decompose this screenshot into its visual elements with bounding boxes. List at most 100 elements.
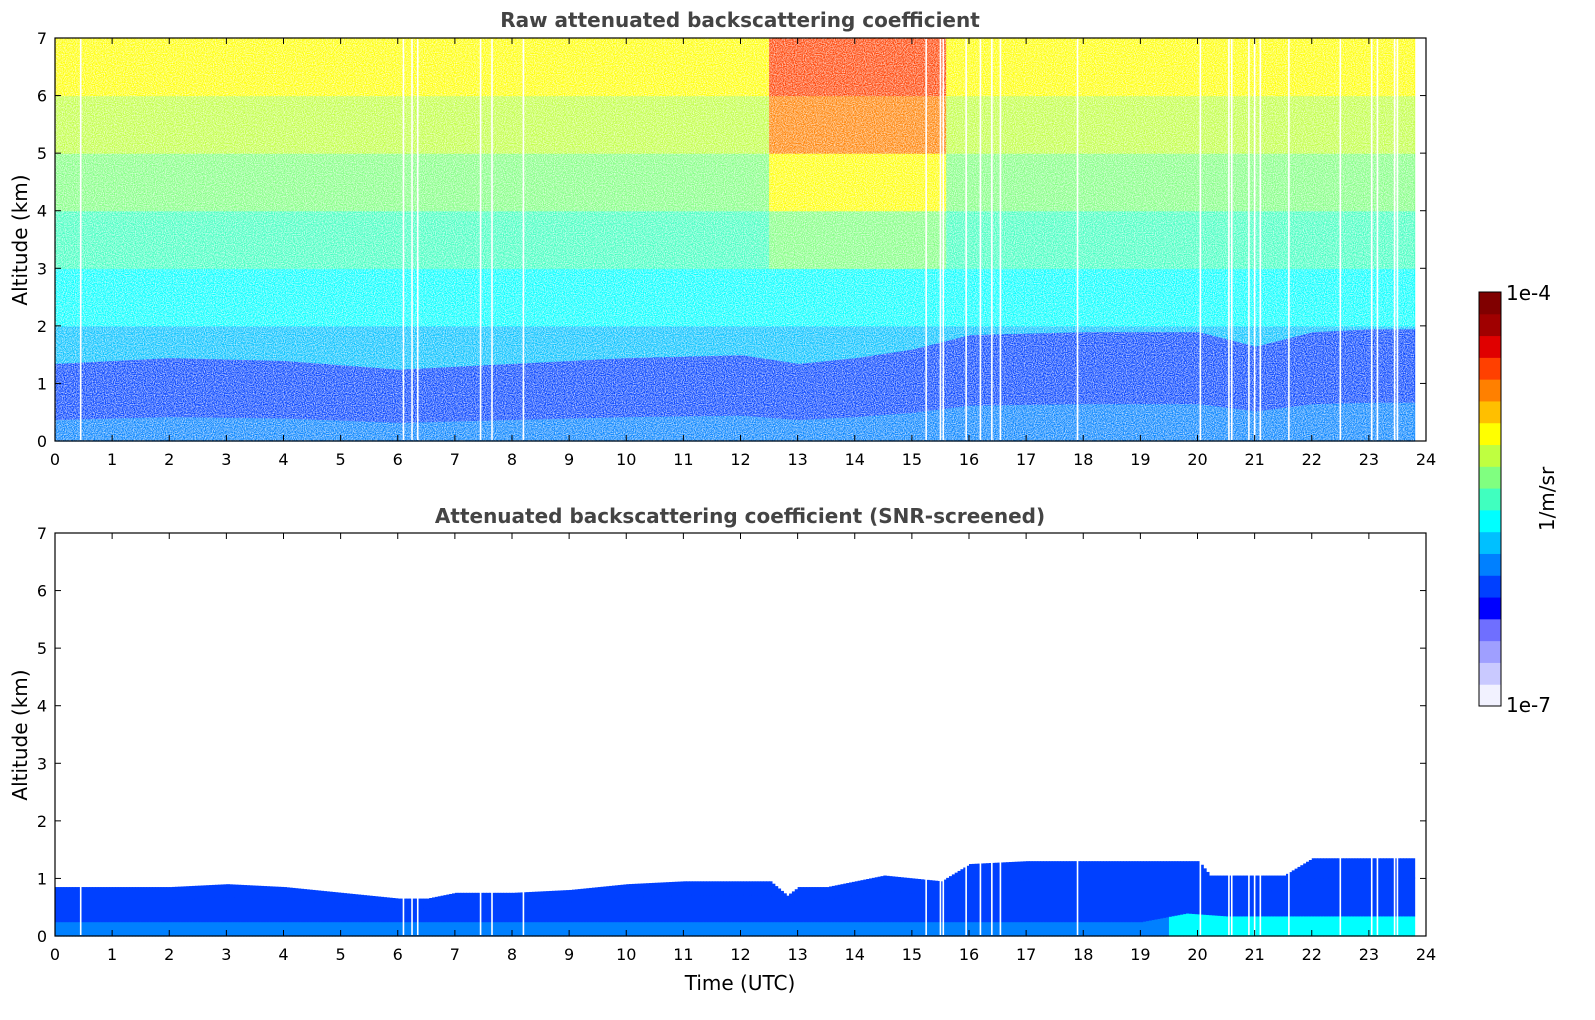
heatmap-cell (160, 887, 165, 900)
heatmap-cell (372, 895, 376, 907)
heatmap-cell (109, 887, 113, 900)
y-tick-label: 1 (37, 374, 47, 393)
heatmap-cell (74, 887, 79, 900)
heatmap-cell (354, 894, 359, 906)
heatmap-cell (232, 897, 236, 923)
heatmap-cell (409, 907, 413, 923)
heatmap-cell (429, 907, 433, 923)
heatmap-cell (72, 921, 76, 937)
heatmap-cell (106, 887, 110, 900)
heatmap-cell (117, 921, 122, 937)
heatmap-cell (174, 886, 179, 900)
heatmap-cell (129, 921, 133, 937)
heatmap-cell (437, 896, 442, 907)
heatmap-cell (417, 898, 422, 909)
heatmap-cell (329, 921, 333, 937)
heatmap-cell (414, 898, 419, 909)
heatmap-cell (134, 887, 139, 900)
heatmap-cell (326, 902, 330, 923)
y-tick-label: 4 (37, 202, 47, 221)
heatmap-cell (252, 898, 256, 923)
heatmap-cell (600, 899, 604, 923)
heatmap-cell (583, 921, 587, 937)
screened-panel-title: Attenuated backscattering coefficient (S… (435, 504, 1045, 528)
heatmap-cell (512, 921, 516, 937)
heatmap-cell (403, 921, 407, 937)
heatmap-cell (326, 921, 330, 937)
heatmap-cell (154, 899, 159, 923)
heatmap-cell (214, 884, 219, 899)
heatmap-cell (400, 898, 405, 909)
heatmap-cell (497, 892, 502, 905)
heatmap-cell (363, 921, 367, 937)
heatmap-cell (220, 897, 225, 923)
heatmap-cell (389, 897, 393, 908)
heatmap-cell (537, 921, 542, 937)
heatmap-cell (292, 887, 296, 901)
heatmap-cell (146, 887, 150, 900)
heatmap-cell (466, 903, 470, 923)
heatmap-cell (257, 921, 262, 937)
heatmap-cell (389, 921, 393, 937)
heatmap-cell (594, 899, 599, 923)
heatmap-cell (86, 921, 90, 937)
heatmap-cell (163, 899, 167, 923)
heatmap-cell (114, 899, 119, 923)
heatmap-cell (183, 886, 187, 900)
heatmap-cell (549, 921, 553, 937)
heatmap-cell (392, 898, 396, 909)
heatmap-cell (403, 907, 407, 923)
heatmap-cell (477, 903, 482, 923)
heatmap-cell (157, 887, 162, 900)
heatmap-cell (334, 921, 339, 937)
heatmap-cell (474, 892, 479, 905)
heatmap-cell (300, 888, 305, 902)
heatmap-cell (229, 921, 233, 937)
heatmap-cell (531, 902, 536, 923)
heatmap-cell (569, 921, 573, 937)
heatmap-cell (214, 921, 219, 937)
heatmap-cell (80, 887, 85, 900)
heatmap-cell (266, 886, 270, 900)
heatmap-cell (492, 921, 496, 937)
x-tick-label: 18 (1073, 450, 1093, 469)
x-tick-label: 14 (845, 450, 865, 469)
heatmap-cell (440, 921, 445, 937)
heatmap-cell (172, 899, 176, 923)
heatmap-cell (174, 899, 179, 923)
heatmap-cell (263, 921, 267, 937)
heatmap-cell (329, 902, 333, 923)
heatmap-cell (203, 921, 207, 937)
heatmap-cell (286, 887, 290, 901)
heatmap-cell (194, 921, 199, 937)
heatmap-cell (320, 890, 325, 903)
heatmap-cell (509, 892, 513, 905)
heatmap-cell (517, 903, 522, 923)
heatmap-cell (246, 921, 250, 937)
heatmap-cell (474, 903, 479, 923)
heatmap-cell (212, 921, 216, 937)
heatmap-cell (306, 901, 310, 923)
heatmap-cell (412, 921, 416, 937)
heatmap-cell (531, 891, 536, 904)
heatmap-cell (529, 902, 533, 923)
heatmap-cell (434, 921, 439, 937)
heatmap-cell (443, 905, 447, 923)
heatmap-cell (134, 921, 139, 937)
heatmap-cell (486, 892, 490, 905)
heatmap-cell (594, 921, 599, 937)
heatmap-cell (180, 886, 185, 900)
heatmap-cell (366, 921, 370, 937)
heatmap-cell (226, 897, 230, 923)
heatmap-cell (312, 889, 316, 903)
heatmap-cell (60, 921, 65, 937)
heatmap-cell (120, 899, 125, 923)
heatmap-cell (277, 886, 282, 900)
heatmap-cell (429, 921, 433, 937)
heatmap-cell (394, 921, 399, 937)
x-tick-label: 2 (164, 450, 174, 469)
heatmap-cell (437, 921, 442, 937)
heatmap-cell (577, 900, 582, 923)
heatmap-cell (257, 885, 262, 899)
heatmap-cell (526, 903, 530, 923)
